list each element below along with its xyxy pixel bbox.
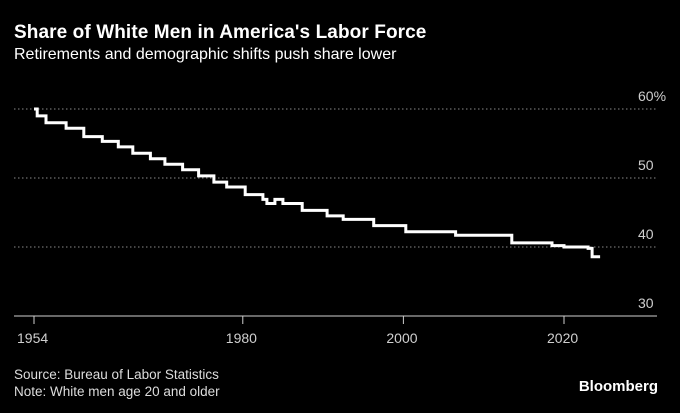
series-line-0 [34,107,601,259]
x-tick-label-2000: 2000 [386,330,417,346]
footnote: Note: White men age 20 and older [14,384,220,399]
x-tick-label-2020: 2020 [547,330,578,346]
y-tick-label-50: 50 [638,157,654,173]
y-tick-label-40: 40 [638,226,654,242]
y-tick-label-30: 30 [638,295,654,311]
chart-subtitle: Retirements and demographic shifts push … [14,46,397,63]
y-tick-label-60: 60% [638,88,666,104]
x-tick-label-1954: 1954 [17,330,48,346]
x-tick-label-1980: 1980 [226,330,257,346]
bloomberg-logo: Bloomberg [578,378,658,395]
source-note: Source: Bureau of Labor Statistics [14,367,219,382]
chart-title: Share of White Men in America's Labor Fo… [14,22,427,43]
